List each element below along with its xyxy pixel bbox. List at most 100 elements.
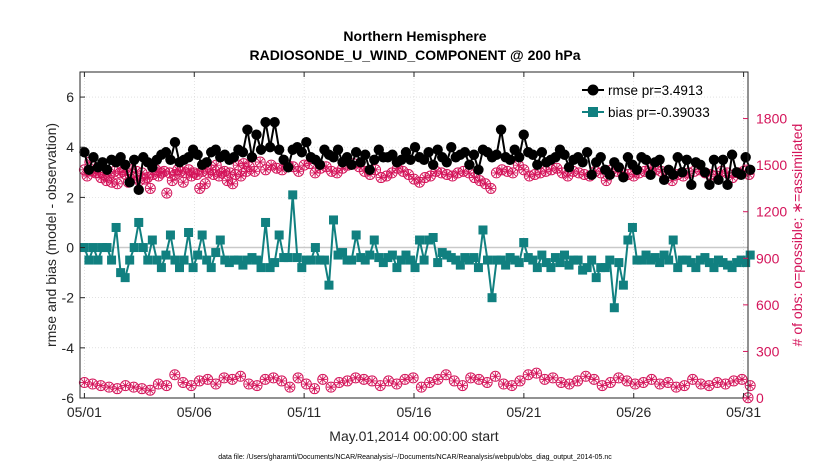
obs-assimilated-marker	[503, 167, 512, 176]
obs-assimilated-marker	[722, 168, 732, 178]
obs-possible-marker	[333, 376, 345, 388]
obs-assimilated-marker	[696, 379, 706, 389]
obs-count-point	[473, 373, 485, 385]
obs-count-point	[341, 375, 353, 387]
bias-point	[143, 255, 153, 265]
rmse-point	[586, 169, 597, 181]
rmse-point	[631, 164, 643, 175]
bias-point	[387, 250, 397, 260]
obs-assimilated-marker	[255, 157, 265, 167]
obs-assimilated-marker	[556, 378, 566, 387]
obs-assimilated-marker	[310, 168, 320, 178]
bias-point	[605, 255, 615, 265]
obs-count-point	[457, 165, 469, 177]
obs-assimilated-marker	[425, 378, 434, 387]
obs-possible-marker	[670, 381, 682, 393]
bias-point	[383, 253, 393, 263]
obs-count-point	[496, 164, 508, 176]
obs-assimilated-marker	[299, 160, 309, 170]
obs-assimilated-marker	[507, 381, 517, 390]
obs-possible-marker	[224, 167, 236, 179]
obs-possible-marker	[136, 383, 148, 395]
bias-point	[401, 250, 411, 260]
rmse-point	[350, 147, 362, 158]
bias-point	[301, 255, 311, 265]
obs-possible-marker	[415, 381, 427, 393]
legend: rmse pr=3.4913 bias pr=-0.39033	[582, 83, 710, 120]
bias-point	[279, 253, 289, 263]
obs-assimilated-marker	[162, 381, 171, 390]
bias-point	[655, 258, 665, 268]
obs-assimilated-marker	[400, 375, 410, 384]
obs-count-point	[407, 372, 419, 384]
obs-assimilated-marker	[228, 179, 237, 188]
obs-possible-marker	[703, 380, 715, 392]
obs-count-point	[229, 168, 241, 180]
obs-possible-marker	[678, 380, 690, 392]
obs-count-point	[218, 165, 230, 177]
obs-possible-marker	[210, 378, 222, 390]
bias-point	[519, 238, 529, 248]
bias-point	[691, 263, 701, 273]
rmse-point	[459, 147, 471, 158]
obs-assimilated-marker	[492, 168, 501, 178]
obs-assimilated-marker	[721, 379, 730, 389]
obs-count-point	[271, 162, 283, 174]
bias-point	[374, 253, 384, 263]
obs-count-point	[415, 381, 427, 393]
obs-assimilated-marker	[408, 373, 418, 383]
bias-point	[360, 255, 370, 265]
bias-point	[451, 255, 461, 265]
obs-count-point	[457, 380, 469, 392]
obs-assimilated-marker	[530, 170, 540, 179]
bias-point	[569, 255, 579, 265]
rmse-point	[251, 129, 262, 140]
obs-assimilated-marker	[499, 379, 508, 389]
obs-count-point	[177, 376, 189, 388]
obs-count-point	[530, 367, 542, 379]
bias-point	[356, 253, 366, 263]
obs-assimilated-marker	[589, 375, 599, 384]
rmse-point	[264, 142, 276, 153]
obs-possible-marker	[465, 372, 477, 384]
obs-possible-marker	[142, 172, 154, 184]
obs-assimilated-marker	[321, 162, 331, 171]
bias-series	[79, 190, 755, 313]
bias-point	[274, 230, 284, 240]
rmse-point	[409, 142, 421, 153]
obs-count-point	[185, 380, 197, 392]
obs-possible-marker	[522, 369, 534, 381]
obs-count-point	[596, 380, 608, 392]
obs-possible-marker	[711, 376, 723, 388]
rmse-point	[717, 154, 729, 165]
bias-point	[555, 258, 565, 268]
obs-assimilated-marker	[252, 381, 262, 390]
y2-tick-label: 0	[756, 390, 764, 406]
y2-tick-label: 300	[756, 343, 780, 359]
bias-point	[220, 255, 230, 265]
bias-point	[591, 273, 601, 283]
rmse-point	[604, 169, 615, 181]
obs-count-point	[621, 375, 633, 387]
obs-possible-marker	[87, 378, 99, 390]
obs-assimilated-marker	[338, 164, 347, 173]
obs-possible-marker	[563, 378, 575, 390]
obs-possible-marker	[498, 378, 510, 390]
bias-point	[659, 250, 669, 260]
obs-assimilated-marker	[426, 171, 435, 181]
rmse-point	[740, 152, 751, 163]
obs-assimilated-marker	[728, 173, 737, 182]
obs-assimilated-marker	[223, 176, 232, 185]
obs-assimilated-marker	[266, 160, 276, 170]
obs-assimilated-marker	[121, 170, 130, 179]
bias-point	[573, 255, 583, 265]
bias-point	[704, 258, 714, 268]
obs-assimilated-marker	[420, 173, 430, 182]
obs-assimilated-marker	[148, 170, 158, 179]
rmse-point	[726, 149, 738, 160]
obs-assimilated-marker	[277, 376, 286, 386]
obs-possible-marker	[452, 167, 464, 179]
bias-point	[396, 255, 406, 265]
obs-possible-marker	[229, 168, 241, 180]
rmse-point	[427, 159, 439, 170]
